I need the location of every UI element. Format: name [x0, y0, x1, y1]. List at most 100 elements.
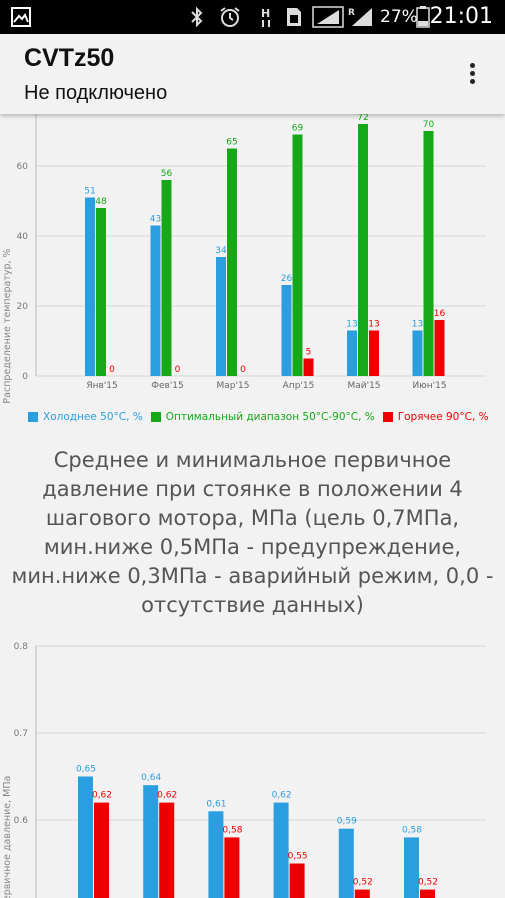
y-axis-label: Первичное давление, МПа	[2, 776, 13, 898]
legend-swatch-blue	[28, 412, 38, 422]
data-label: 70	[423, 120, 435, 130]
bar	[347, 330, 357, 376]
data-label: 0,52	[353, 878, 373, 888]
battery-icon	[416, 6, 430, 28]
bar	[224, 837, 240, 898]
legend-item-optimal: Оптимальный диапазон 50°C-90°C, %	[150, 411, 375, 423]
data-label: 56	[161, 169, 173, 179]
bar	[78, 776, 93, 898]
data-label: 69	[292, 124, 304, 134]
primary-pressure-chart: 0.6 0.7 0.8 Первичное давление, МПа 0,65 0,64…	[2, 642, 486, 898]
y-tick-label: 0	[22, 372, 28, 382]
overflow-menu-icon[interactable]	[462, 60, 482, 90]
data-label: 16	[434, 309, 446, 319]
y-axis-label: Распределение температур, %	[2, 248, 13, 403]
legend-swatch-green	[150, 412, 161, 422]
alarm-icon	[220, 7, 240, 27]
data-label: 43	[150, 215, 161, 225]
bar	[216, 257, 226, 376]
bar	[303, 358, 314, 376]
data-label: 0,55	[288, 852, 308, 862]
data-label: 0,62	[272, 791, 292, 801]
data-label: 0,62	[92, 791, 112, 801]
signal-icon	[312, 6, 344, 28]
clock: 21:01	[429, 4, 493, 29]
bar	[227, 148, 237, 376]
bar	[161, 180, 172, 376]
data-label: 0	[240, 365, 246, 375]
bar	[434, 320, 445, 376]
bar	[85, 197, 95, 376]
chart-title: Среднее и минимальное первичное давление…	[11, 448, 494, 617]
data-label: 0,59	[337, 817, 357, 827]
bar	[94, 802, 109, 898]
app-title: CVTz50	[24, 44, 115, 72]
y-tick-label: 40	[17, 232, 29, 242]
h-signal-icon: H	[261, 7, 270, 27]
bar	[159, 802, 175, 898]
r-signal-icon: R	[348, 8, 372, 26]
bar	[292, 134, 303, 376]
bar	[354, 889, 370, 898]
data-label: 72	[357, 114, 368, 123]
y-tick-label: 60	[17, 162, 29, 172]
data-label: 0,52	[418, 878, 438, 888]
bar	[273, 802, 289, 898]
x-tick-label: Мар'15	[217, 381, 250, 391]
svg-text:R: R	[348, 8, 355, 18]
data-label: 0	[109, 365, 115, 375]
y-tick-label: 0.6	[14, 816, 29, 826]
legend-swatch-red	[382, 412, 393, 422]
data-label: 0	[175, 365, 181, 375]
bar	[208, 811, 224, 898]
bar	[423, 131, 434, 376]
y-tick-label: 0.7	[14, 729, 28, 739]
data-label: 0,61	[206, 799, 226, 809]
status-bar: H R 27% 21:01	[0, 0, 505, 34]
legend-label: Оптимальный диапазон 50°C-90°C, %	[165, 411, 375, 423]
y-tick-label: 20	[17, 302, 29, 312]
bar	[150, 225, 161, 376]
data-label: 13	[368, 320, 379, 330]
data-label: 0,58	[222, 825, 242, 835]
app-bar: CVTz50 Не подключено	[0, 34, 505, 114]
data-label: 13	[346, 320, 357, 330]
x-tick-label: Июн'15	[412, 381, 446, 391]
data-label: 0,65	[76, 765, 96, 775]
data-label: 48	[95, 197, 107, 207]
connection-status: Не подключено	[24, 82, 168, 104]
svg-text:H: H	[261, 7, 270, 20]
bar	[338, 828, 354, 898]
data-label: 34	[215, 246, 227, 256]
bar	[289, 863, 305, 898]
bar	[358, 124, 368, 376]
bar	[281, 285, 292, 376]
bar	[143, 785, 159, 898]
bar	[420, 889, 435, 898]
sim-icon	[287, 8, 301, 26]
battery-percent: 27%	[380, 7, 418, 27]
x-tick-label: Май'15	[347, 381, 380, 391]
bar	[369, 330, 379, 376]
legend-label: Горячее 90°C, %	[397, 411, 489, 423]
legend-item-cold: Холоднее 50°C, %	[28, 411, 143, 423]
data-label: 65	[226, 138, 237, 148]
data-label: 51	[84, 187, 95, 197]
bar	[96, 208, 106, 376]
chart-legend: Холоднее 50°C, % Оптимальный диапазон 50…	[28, 408, 497, 426]
x-tick-label: Фев'15	[151, 381, 184, 391]
bar	[404, 837, 419, 898]
data-label: 5	[306, 348, 312, 358]
legend-item-hot: Горячее 90°C, %	[382, 411, 489, 423]
data-label: 13	[412, 320, 423, 330]
x-tick-label: Апр'15	[283, 381, 315, 391]
y-tick-label: 0.8	[14, 642, 29, 652]
bar	[412, 330, 423, 376]
data-label: 26	[281, 274, 293, 284]
data-label: 0,62	[157, 791, 177, 801]
temperature-distribution-chart: 0 20 40 60 Распределение температур, % Янв'15…	[2, 114, 486, 404]
legend-label: Холоднее 50°C, %	[43, 411, 143, 423]
gallery-icon	[11, 7, 31, 27]
data-label: 0,58	[402, 825, 422, 835]
x-tick-label: Янв'15	[86, 381, 117, 391]
